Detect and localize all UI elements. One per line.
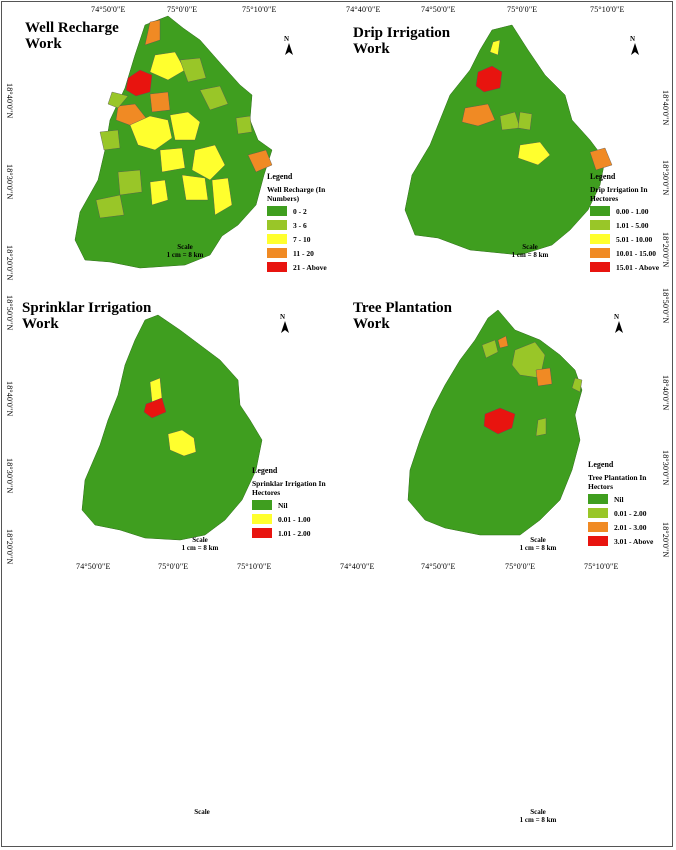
legend-swatch (252, 500, 272, 510)
legend-item: 0.00 - 1.00 (590, 204, 659, 218)
legend-swatch (588, 536, 608, 546)
coord-mid-4: 74°40'0"E (340, 562, 375, 571)
legend-swatch (588, 508, 608, 518)
legend-item: 3.01 - Above (588, 534, 653, 548)
footer-scale-right: Scale 1 cm = 8 km (519, 808, 557, 824)
legend-swatch (590, 262, 610, 272)
map-title-well-recharge: Well Recharge Work (25, 20, 119, 52)
legend-swatch (267, 234, 287, 244)
legend-swatch (252, 514, 272, 524)
legend-swatch (590, 206, 610, 216)
map-title-drip-irrigation: Drip Irrigation Work (353, 25, 451, 57)
legend-swatch (252, 528, 272, 538)
legend-swatch (267, 248, 287, 258)
legend-item: Nil (252, 498, 332, 512)
scale-well-recharge: Scale 1 cm = 8 km (166, 243, 204, 259)
coord-mid-7: 75°10'0"E (584, 562, 619, 571)
coord-top-7: 75°10'0"E (590, 5, 625, 14)
legend-swatch (588, 494, 608, 504)
legend-swatch (590, 248, 610, 258)
coord-mid-2: 75°0'0"E (158, 562, 189, 571)
legend-item: 0.01 - 1.00 (252, 512, 332, 526)
legend-item: 5.01 - 10.00 (590, 232, 659, 246)
coord-mid-5: 74°50'0"E (421, 562, 456, 571)
coord-top-6: 75°0'0"E (507, 5, 538, 14)
legend-drip-irrigation: Legend Drip Irrigation In Hectores 0.00 … (590, 172, 659, 274)
legend-swatch (588, 522, 608, 532)
footer-scale-left: Scale (194, 808, 210, 816)
map-title-tree-plantation: Tree Plantation Work (353, 300, 453, 332)
scale-sprinklar-irrigation: Scale 1 cm = 8 km (181, 536, 219, 552)
coord-top-4: 74°40'0"E (346, 5, 381, 14)
map-title-sprinklar-irrigation: Sprinklar Irrigation Work (22, 300, 152, 332)
coord-top-2: 75°0'0"E (167, 5, 198, 14)
legend-swatch (267, 206, 287, 216)
legend-item: 15.01 - Above (590, 260, 659, 274)
legend-swatch (590, 220, 610, 230)
legend-item: 0.01 - 2.00 (588, 506, 653, 520)
legend-item: Nil (588, 492, 653, 506)
legend-swatch (267, 220, 287, 230)
scale-drip-irrigation: Scale 1 cm = 8 km (511, 243, 549, 259)
legend-swatch (267, 262, 287, 272)
legend-item: 21 - Above (267, 260, 337, 274)
legend-item: 10.01 - 15.00 (590, 246, 659, 260)
legend-item: 1.01 - 2.00 (252, 526, 332, 540)
legend-sprinklar-irrigation: Legend Sprinklar Irrigation In Hectores … (252, 466, 332, 540)
legend-well-recharge: Legend Well Recharge (In Numbers) 0 - 2 … (267, 172, 337, 274)
legend-item: 0 - 2 (267, 204, 337, 218)
coord-mid-1: 74°50'0"E (76, 562, 111, 571)
coord-top-5: 74°50'0"E (421, 5, 456, 14)
north-arrow-icon: N (278, 313, 292, 335)
legend-item: 3 - 6 (267, 218, 337, 232)
legend-swatch (590, 234, 610, 244)
coord-mid-3: 75°10'0"E (237, 562, 272, 571)
coord-top-3: 75°10'0"E (242, 5, 277, 14)
legend-item: 7 - 10 (267, 232, 337, 246)
legend-tree-plantation: Legend Tree Plantation In Hectors Nil 0.… (588, 460, 653, 548)
north-arrow-icon: N (612, 313, 626, 335)
north-arrow-icon: N (628, 35, 642, 57)
legend-item: 2.01 - 3.00 (588, 520, 653, 534)
legend-item: 11 - 20 (267, 246, 337, 260)
legend-item: 1.01 - 5.00 (590, 218, 659, 232)
north-arrow-icon: N (282, 35, 296, 57)
coord-mid-6: 75°0'0"E (505, 562, 536, 571)
coord-top-1: 74°50'0"E (91, 5, 126, 14)
scale-tree-plantation: Scale 1 cm = 8 km (519, 536, 557, 552)
